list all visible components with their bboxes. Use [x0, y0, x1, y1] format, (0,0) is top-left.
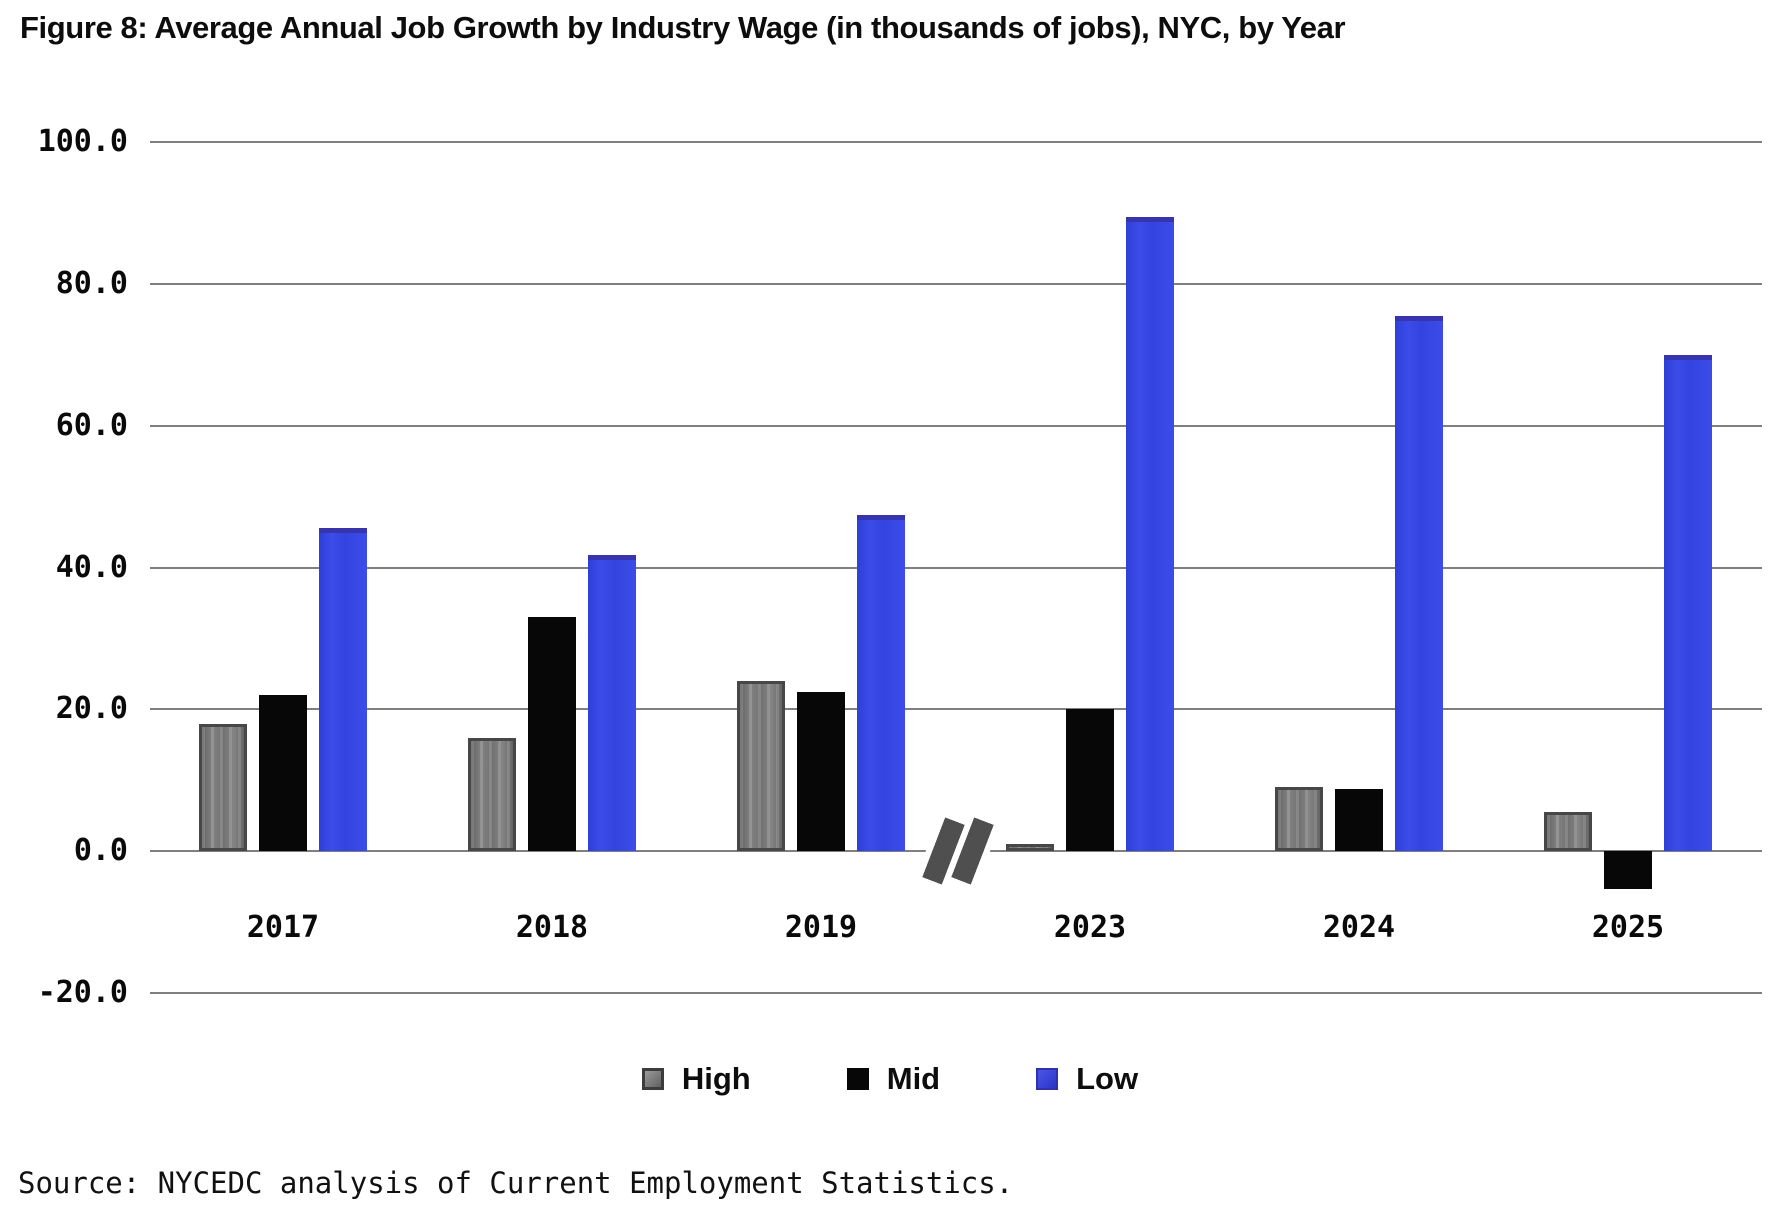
y-tick-label: 40.0: [55, 549, 128, 585]
y-tick-label: 80.0: [55, 265, 128, 301]
y-tick-label: 100.0: [37, 124, 128, 159]
bar-2019-high: [737, 680, 785, 852]
bar-2025-high: [1544, 812, 1592, 852]
bar-2018-high: [468, 737, 516, 852]
bar-2025-low: [1664, 354, 1712, 852]
x-axis-label-2019: 2019: [784, 910, 858, 945]
source-note: Source: NYCEDC analysis of Current Emplo…: [18, 1166, 1014, 1200]
bar-2017-low: [319, 528, 367, 852]
legend-label-low: Low: [1076, 1061, 1139, 1096]
x-axis-label-2023: 2023: [1053, 910, 1127, 945]
gridline--20: [150, 992, 1762, 994]
legend-label-high: High: [681, 1061, 751, 1096]
legend-item-low: Low: [1036, 1061, 1138, 1097]
bar-2024-low: [1395, 316, 1443, 852]
chart-title: Figure 8: Average Annual Job Growth by I…: [20, 10, 1346, 45]
chart-legend: High Mid Low: [0, 1052, 1780, 1106]
gridline-40: [150, 566, 1762, 569]
gridline-80: [150, 282, 1762, 285]
legend-swatch-high: [641, 1068, 664, 1090]
legend-item-high: High: [641, 1061, 751, 1097]
bar-2019-low: [857, 515, 905, 852]
bar-2019-mid: [797, 691, 845, 852]
bar-2017-high: [199, 723, 247, 852]
y-tick-label: 60.0: [55, 407, 128, 443]
x-axis-label-2017: 2017: [246, 910, 320, 945]
bar-2017-mid: [259, 695, 307, 852]
x-axis-label-2025: 2025: [1591, 910, 1665, 945]
legend-label-mid: Mid: [886, 1061, 941, 1096]
x-axis-label-2024: 2024: [1322, 910, 1396, 945]
y-tick-label: -20.0: [37, 975, 128, 1010]
y-tick-label: 0.0: [73, 833, 128, 869]
bar-2018-low: [588, 555, 636, 852]
gridline-100: [150, 141, 1762, 143]
legend-swatch-mid: [846, 1068, 869, 1090]
legend-item-mid: Mid: [846, 1061, 941, 1097]
bar-2023-mid: [1066, 709, 1114, 852]
gridline-20: [150, 708, 1762, 711]
x-axis-label-2018: 2018: [515, 910, 589, 945]
bar-2024-mid: [1335, 788, 1383, 852]
gridline-60: [150, 424, 1762, 427]
y-tick-label: 20.0: [55, 691, 128, 727]
plot-area: 2017 2018 2019 2023 2024 2025: [150, 141, 1762, 994]
bar-2023-high: [1006, 844, 1054, 852]
bar-2023-low: [1126, 217, 1174, 852]
bar-2018-mid: [528, 617, 576, 852]
bar-2024-high: [1275, 787, 1323, 852]
legend-swatch-low: [1036, 1068, 1059, 1090]
bar-2025-mid: [1604, 851, 1652, 890]
